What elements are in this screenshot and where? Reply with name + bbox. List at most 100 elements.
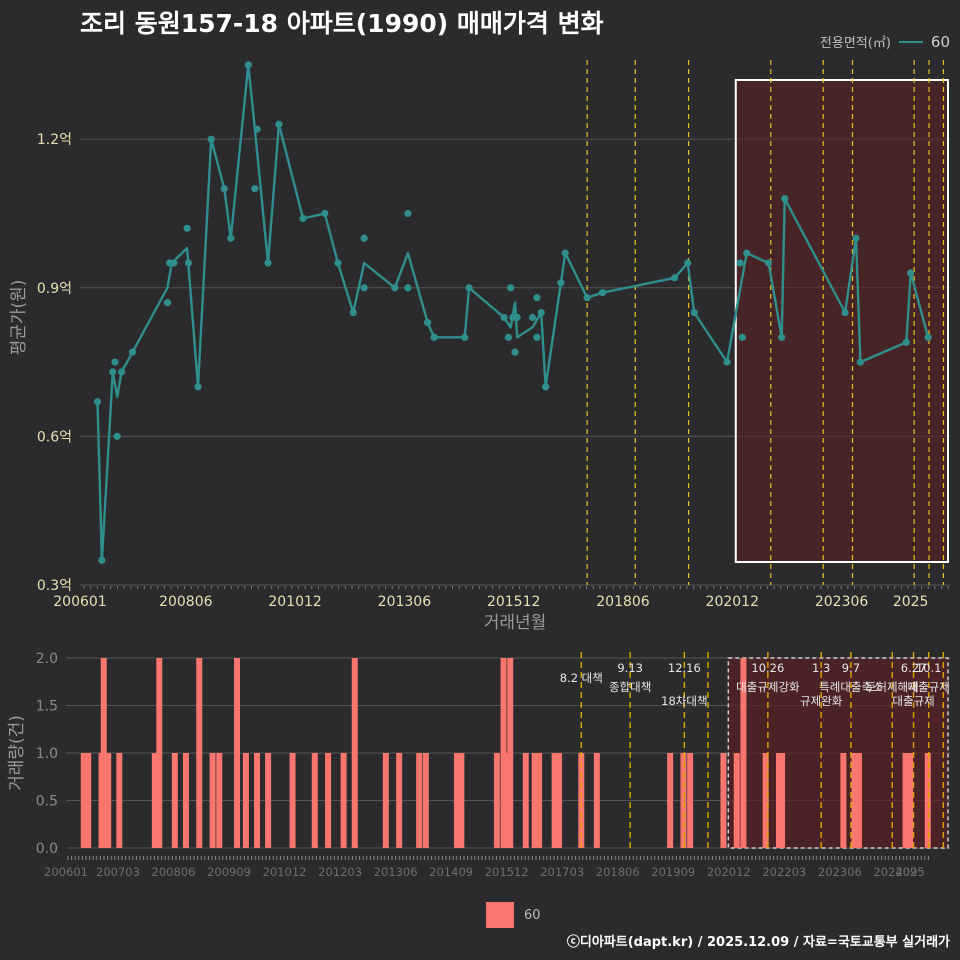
legend-title: 전용면적(㎡)	[819, 36, 891, 51]
volume-bar	[536, 753, 543, 848]
price-data-point	[533, 333, 541, 341]
legend-bottom: 60	[486, 902, 541, 928]
bar-y-tick-label: 0.5	[36, 794, 58, 810]
volume-bar	[422, 753, 429, 848]
volume-bar	[80, 753, 87, 848]
price-data-point	[561, 249, 569, 257]
price-data-point	[856, 358, 864, 366]
x-tick-label: 202306	[815, 594, 869, 610]
y-axis-title: 평균가(원)	[9, 280, 29, 356]
price-data-point	[533, 294, 541, 302]
legend-series-label: 60	[930, 32, 950, 51]
policy-name-label: 특례대출축소	[819, 680, 882, 694]
y-tick-label: 0.9억	[37, 281, 72, 297]
x-tick-label: 200601	[53, 594, 106, 610]
price-data-point	[738, 333, 746, 341]
volume-bar	[556, 753, 563, 848]
price-data-point	[907, 269, 915, 277]
price-data-point	[194, 383, 202, 391]
price-data-point	[670, 274, 679, 282]
bar-x-tick-label: 201203	[318, 865, 362, 879]
price-data-point	[924, 333, 932, 341]
price-data-point	[128, 348, 137, 356]
volume-bar	[458, 753, 465, 848]
price-data-point	[852, 234, 860, 242]
price-data-point	[404, 284, 412, 292]
bar-x-tick-label: 201306	[374, 865, 418, 879]
bar-x-tick-label: 2025	[895, 865, 924, 879]
volume-bar	[85, 753, 92, 848]
chart-title: 조리 동원157-18 아파트(1990) 매매가격 변화	[80, 9, 604, 38]
policy-date-label: 10.26	[751, 661, 784, 675]
policy-name-label: 대출규제	[892, 694, 934, 708]
volume-bar	[507, 658, 514, 848]
legend-bottom-label: 60	[524, 907, 541, 923]
volume-bar	[762, 753, 769, 848]
volume-bar	[156, 658, 163, 848]
x-tick-label: 200806	[159, 594, 213, 610]
legend-line-swatch	[898, 40, 923, 43]
price-data-point	[511, 348, 519, 356]
volume-bar	[740, 658, 747, 848]
volume-bar	[924, 753, 931, 848]
volume-bar	[416, 753, 423, 848]
price-data-point	[507, 284, 515, 292]
volume-bar	[234, 658, 241, 848]
price-data-point	[723, 358, 731, 366]
price-data-point	[781, 195, 789, 203]
policy-date-label: 6.27	[901, 661, 927, 675]
price-data-point	[537, 308, 545, 317]
bar-x-tick-label: 202203	[762, 865, 806, 879]
price-data-point	[778, 333, 786, 341]
price-data-point	[690, 308, 698, 317]
price-data-point	[684, 259, 692, 267]
price-data-point	[404, 209, 412, 218]
x-tick-label: 2025	[893, 594, 929, 610]
policy-name-label: 규제완화	[800, 694, 843, 708]
volume-bar	[171, 753, 178, 848]
price-line-chart: 0.3억 0.6억 0.9억 1.2억 200601 200806 201012 201306…	[9, 60, 950, 633]
volume-bar	[578, 753, 585, 848]
volume-bar	[522, 753, 529, 848]
price-data-point	[93, 398, 102, 406]
price-data-point	[360, 284, 368, 292]
price-data-point	[117, 368, 126, 376]
price-data-point	[184, 259, 193, 267]
bar-y-axis-title: 거래량(건)	[7, 715, 27, 791]
bar-x-tick-label: 202306	[818, 865, 862, 879]
bar-y-tick-label: 2.0	[36, 651, 58, 667]
x-tick-label: 201306	[378, 594, 432, 610]
volume-bar	[775, 753, 782, 848]
policy-name-label: 토허제해제	[866, 680, 919, 694]
price-data-point	[227, 234, 235, 242]
x-tick-label: 202012	[706, 594, 759, 610]
bar-x-tick-label: 200909	[207, 865, 251, 879]
price-data-point	[321, 209, 329, 218]
volume-bar	[453, 753, 460, 848]
price-data-point	[841, 308, 849, 317]
bar-x-tick-label: 201806	[596, 865, 640, 879]
bar-x-tick-label: 200703	[96, 865, 140, 879]
price-data-point	[557, 279, 565, 287]
volume-bar	[100, 658, 107, 848]
price-data-point	[207, 135, 215, 143]
price-data-point	[163, 299, 172, 307]
price-data-point	[334, 259, 342, 267]
price-data-point	[111, 358, 119, 366]
legend-bar-swatch	[486, 902, 514, 928]
volume-bar	[851, 753, 858, 848]
y-tick-label: 0.3억	[37, 578, 72, 594]
y-tick-label: 0.6억	[37, 429, 72, 445]
price-data-point	[736, 259, 744, 267]
price-data-point	[349, 308, 357, 317]
policy-date-label: 9.13	[617, 661, 643, 675]
bar-x-tick-label: 202409	[873, 865, 917, 879]
price-data-point	[264, 259, 272, 267]
volume-bar	[105, 753, 112, 848]
price-data-point	[583, 294, 591, 302]
volume-bar	[311, 753, 318, 848]
price-data-point	[391, 284, 399, 292]
volume-bar	[382, 753, 389, 848]
policy-name-label: 대출규제강화	[736, 680, 800, 694]
bar-y-tick-label: 1.5	[36, 699, 58, 715]
